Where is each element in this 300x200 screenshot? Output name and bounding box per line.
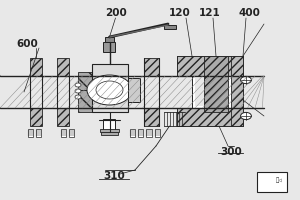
Bar (78, 90, 94, 112)
Text: 300: 300 (220, 147, 242, 157)
Bar (78, 72, 94, 90)
Bar (256, 172, 286, 192)
Bar (69, 129, 74, 137)
Bar (231, 56, 243, 126)
Bar (144, 58, 159, 76)
Text: 310: 310 (103, 171, 125, 181)
Text: 回◁: 回◁ (276, 177, 282, 183)
Text: 200: 200 (105, 8, 126, 18)
Bar (105, 37, 114, 42)
Bar (144, 108, 159, 126)
Bar (177, 56, 243, 76)
Bar (128, 78, 140, 102)
Bar (195, 78, 225, 106)
Bar (61, 129, 66, 137)
Bar (177, 108, 243, 126)
Bar (177, 56, 243, 76)
Bar (101, 132, 118, 135)
Bar (154, 129, 160, 137)
Circle shape (241, 76, 251, 84)
Bar (28, 129, 33, 137)
Bar (100, 129, 119, 132)
Bar (30, 108, 42, 126)
Bar (57, 58, 69, 76)
Circle shape (241, 112, 251, 120)
Bar (192, 76, 243, 108)
Bar (146, 129, 152, 137)
Bar (36, 129, 41, 137)
Text: 600: 600 (16, 39, 38, 49)
Text: 400: 400 (238, 8, 260, 18)
Circle shape (87, 75, 132, 105)
Circle shape (75, 95, 81, 99)
Bar (30, 58, 42, 76)
Bar (94, 70, 124, 96)
Bar (92, 64, 128, 112)
Bar (103, 42, 116, 52)
Text: 120: 120 (169, 8, 191, 18)
Circle shape (75, 89, 81, 93)
Bar (138, 129, 143, 137)
Bar (103, 119, 116, 132)
Bar (164, 25, 175, 29)
Bar (177, 108, 243, 126)
Bar (57, 108, 69, 126)
Bar (204, 56, 228, 112)
Bar (94, 70, 124, 96)
Circle shape (75, 83, 81, 87)
Text: 121: 121 (199, 8, 221, 18)
Bar (130, 129, 135, 137)
